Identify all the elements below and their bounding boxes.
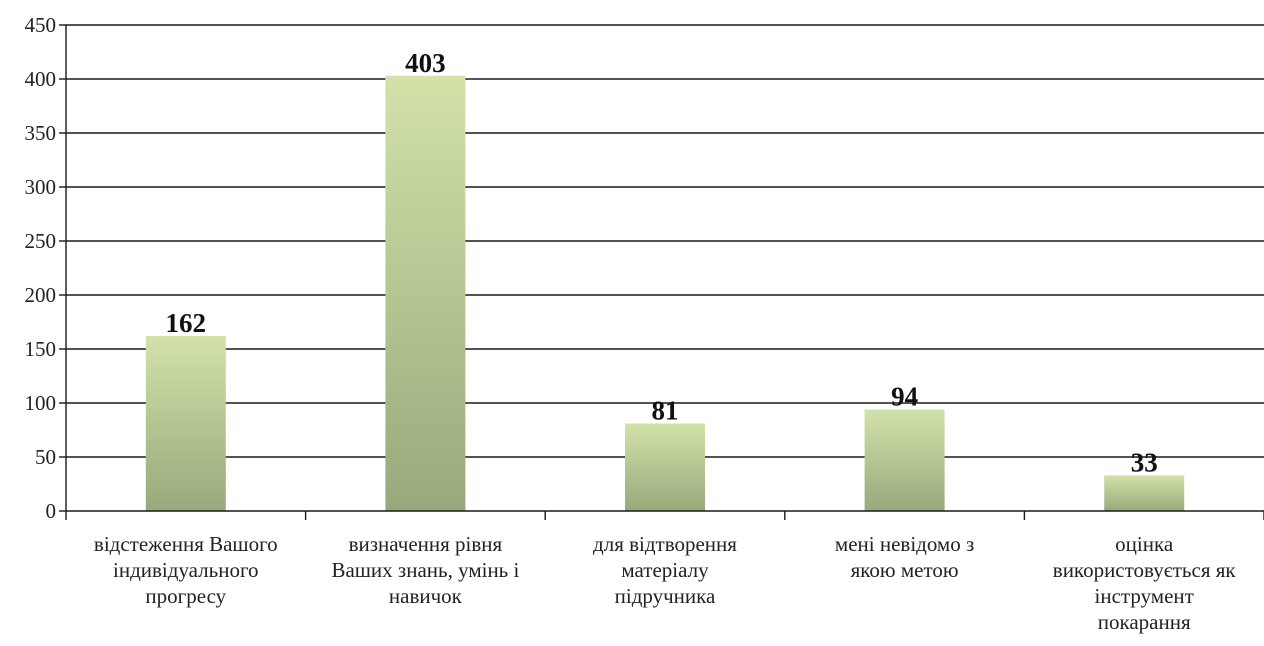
bar	[1104, 475, 1185, 511]
y-tick-label: 350	[25, 121, 57, 145]
category-label: для відтворення матеріалу підручника	[593, 532, 737, 608]
bar	[625, 423, 705, 511]
category-label: відстеження Вашого індивідуального прогрес…	[94, 532, 278, 608]
y-tick-label: 250	[25, 229, 57, 253]
data-label: 403	[405, 48, 446, 78]
data-label: 81	[652, 396, 679, 426]
bar	[145, 336, 226, 511]
bars	[145, 75, 1185, 511]
bar	[864, 409, 945, 511]
data-label: 94	[891, 381, 918, 411]
y-tick-label: 0	[46, 499, 57, 523]
data-label: 162	[166, 308, 207, 338]
y-tick-label: 50	[35, 445, 56, 469]
y-tick-label: 100	[25, 391, 57, 415]
y-tick-label: 300	[25, 175, 57, 199]
y-tick-label: 150	[25, 337, 57, 361]
y-tick-label: 200	[25, 283, 57, 307]
data-label: 33	[1131, 447, 1158, 477]
y-tick-label: 400	[25, 67, 57, 91]
bar	[385, 75, 466, 511]
y-tick-label: 450	[25, 13, 57, 37]
category-label: визначення рівня Ваших знань, умінь і нави…	[331, 532, 519, 608]
axes	[59, 24, 1264, 520]
category-label: мені невідомо з якою метою	[835, 532, 974, 582]
category-label: оцінка використовується як інструмент покар…	[1053, 532, 1237, 634]
labels: 0 50 100 150 200 250 300 350 400 450 162 відстеженн…	[25, 13, 1237, 634]
gridlines	[66, 24, 1264, 458]
